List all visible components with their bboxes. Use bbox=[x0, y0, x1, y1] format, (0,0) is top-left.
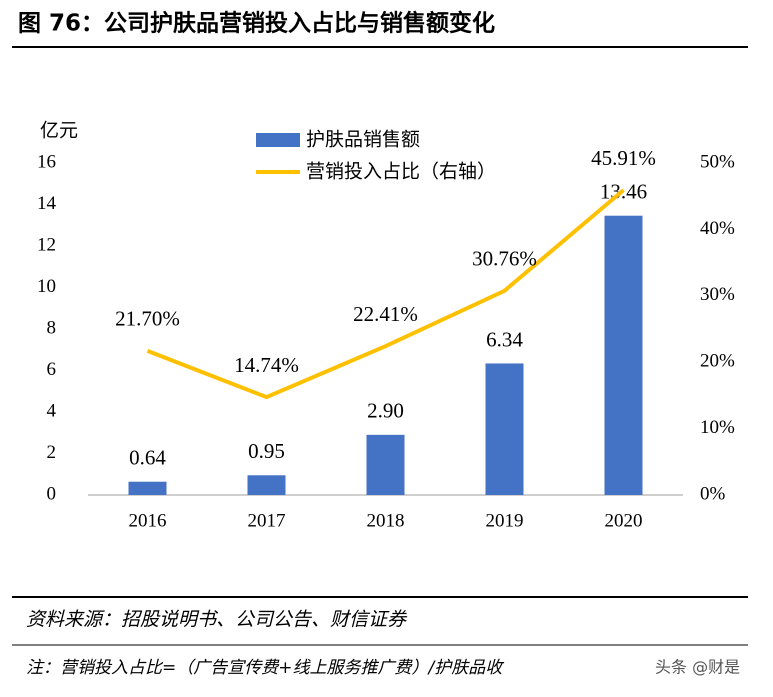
bar bbox=[247, 475, 286, 495]
y2-tick-label: 20% bbox=[700, 351, 735, 372]
x-tick-label: 2018 bbox=[367, 510, 405, 531]
y-tick-label: 2 bbox=[47, 442, 57, 463]
bar bbox=[604, 215, 643, 495]
y-tick-label: 8 bbox=[47, 317, 57, 338]
y-tick-label: 6 bbox=[47, 359, 57, 380]
source: 资料来源：招股说明书、公司公告、财信证券 bbox=[26, 609, 408, 631]
line-value-label: 21.70% bbox=[115, 307, 180, 331]
y2-tick-label: 10% bbox=[700, 417, 735, 438]
bar bbox=[128, 481, 167, 495]
bar bbox=[485, 363, 524, 495]
legend-label: 护肤品销售额 bbox=[306, 129, 420, 151]
bar-value-label: 0.64 bbox=[129, 446, 166, 470]
x-tick-label: 2020 bbox=[605, 510, 643, 531]
bar-value-label: 2.90 bbox=[367, 399, 404, 423]
bar bbox=[366, 434, 405, 495]
bar-value-label: 6.34 bbox=[486, 327, 523, 351]
legend-label: 营销投入占比（右轴） bbox=[306, 161, 496, 183]
line bbox=[146, 188, 625, 400]
x-tick-label: 2017 bbox=[248, 510, 286, 531]
y-tick-label: 12 bbox=[37, 234, 56, 255]
y2-tick-label: 40% bbox=[700, 218, 735, 239]
y-tick-label: 16 bbox=[37, 151, 56, 172]
line-value-label: 30.76% bbox=[472, 247, 537, 271]
y2-tick-label: 50% bbox=[700, 151, 735, 172]
watermark: 头条 @财是 bbox=[655, 658, 740, 677]
line-value-label: 22.41% bbox=[353, 302, 418, 326]
y-tick-label: 0 bbox=[47, 483, 57, 504]
title: 图 76：公司护肤品营销投入占比与销售额变化 bbox=[18, 10, 495, 37]
y2-tick-label: 0% bbox=[700, 483, 726, 504]
bar-value-label: 0.95 bbox=[248, 439, 285, 463]
line-value-label: 45.91% bbox=[591, 146, 656, 170]
y-tick-label: 10 bbox=[37, 276, 56, 297]
y-axis-label: 亿元 bbox=[40, 120, 78, 142]
y2-tick-label: 30% bbox=[700, 284, 735, 305]
x-tick-label: 2019 bbox=[486, 510, 524, 531]
y-tick-label: 14 bbox=[37, 193, 57, 214]
note: 注：营销投入占比=（广告宣传费+线上服务推广费）/护肤品收 bbox=[26, 658, 504, 678]
y-tick-label: 4 bbox=[47, 400, 57, 421]
legend-swatch bbox=[256, 133, 300, 147]
line-value-label: 14.74% bbox=[234, 353, 299, 377]
x-tick-label: 2016 bbox=[129, 510, 167, 531]
